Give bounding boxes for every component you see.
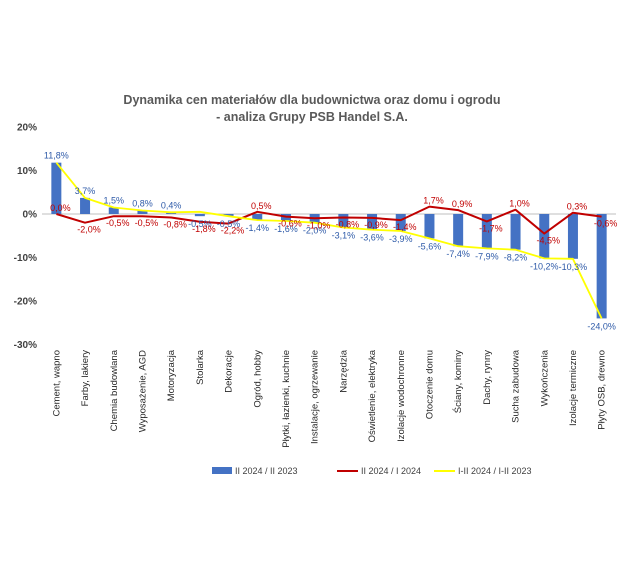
legend-swatch-bar [212, 467, 232, 474]
line-data-label: 0,3% [567, 202, 588, 212]
bar [252, 214, 263, 221]
line-data-label: 1,0% [509, 199, 530, 209]
legend-label: I-II 2024 / I-II 2023 [458, 466, 532, 476]
bar [108, 207, 119, 214]
bar-data-label: -0,5% [188, 219, 212, 229]
legend-label: II 2024 / I 2024 [361, 466, 421, 476]
y-tick-label: -20% [14, 297, 37, 308]
bar-data-label: -7,9% [475, 251, 499, 261]
line-data-label: -0,5% [135, 218, 159, 228]
line-data-label: 1,7% [423, 196, 444, 206]
bar [194, 214, 205, 217]
y-tick-label: 0% [23, 210, 38, 221]
category-label: Stolarka [195, 349, 206, 385]
category-label: Sucha zabudowa [511, 349, 522, 423]
line-data-label: -2,2% [221, 226, 245, 236]
y-tick-label: 20% [17, 123, 37, 134]
bar-data-label: 11,8% [44, 151, 69, 161]
bar [481, 214, 492, 249]
y-tick-label: -10% [14, 253, 37, 264]
bar-data-label: -24,0% [587, 321, 616, 331]
category-label: Instalacje, ogrzewanie [310, 350, 321, 444]
line-data-label: -0,5% [106, 218, 130, 228]
line-i-ii-2024-i-ii-2023 [55, 162, 603, 319]
category-label: Płyty OSB, drewno [597, 350, 608, 430]
bar [338, 214, 349, 228]
chart-title: Dynamika cen materiałów dla budownictwa … [123, 93, 500, 107]
bar-data-label: -7,4% [446, 249, 470, 259]
x-axis: Cement, wapno Farby, lakiery Chemia budowl… [51, 349, 607, 447]
bar [424, 214, 435, 239]
bar-data-label: 3,7% [75, 186, 96, 196]
bar-data-label: -1,6% [274, 224, 298, 234]
bar [137, 210, 148, 214]
category-label: Dekoracje [224, 350, 235, 393]
legend-label: II 2024 / II 2023 [235, 466, 298, 476]
line-data-label: -0,8% [163, 219, 187, 229]
category-label: Chemia budowlana [109, 349, 120, 431]
bar [567, 214, 578, 259]
y-tick-label: 10% [17, 166, 37, 177]
data-labels: 11,8%3,7%1,5% 0,8% 0,4%-0,5% -0,5% -1,4% -1,6… [44, 151, 617, 332]
category-label: Wykończenia [539, 349, 550, 406]
bar [453, 214, 464, 247]
bar [51, 162, 62, 214]
bar-series [51, 162, 607, 319]
category-label: Oświetlenie, elektryka [367, 349, 378, 442]
line-data-label: 0,0% [50, 203, 71, 213]
line-data-label: 0,5% [251, 201, 272, 211]
bar-data-label: -3,9% [389, 234, 413, 244]
line-data-label: -1,0% [307, 220, 331, 230]
bar-data-label: -8,2% [504, 253, 528, 263]
bar-data-label: -0,5% [217, 219, 241, 229]
bar-data-label: -3,1% [332, 230, 356, 240]
category-label: Ściany, kominy [452, 350, 464, 413]
chart-subtitle: - analiza Grupy PSB Handel S.A. [216, 110, 408, 124]
category-label: Motoryzacja [166, 349, 177, 401]
legend: II 2024 / II 2023 II 2024 / I 2024 I-II 20… [212, 466, 532, 476]
line-data-label: -0,9% [364, 220, 388, 230]
category-label: Izolacje wodochronne [396, 350, 407, 442]
bar [367, 214, 378, 230]
category-label: Narzędzia [338, 349, 349, 392]
bar-data-label: -10,2% [530, 261, 559, 271]
bar [596, 214, 607, 319]
bar-data-label: -10,3% [559, 262, 588, 272]
bar-data-label: -1,4% [245, 223, 269, 233]
bar-data-label: -5,6% [418, 241, 442, 251]
category-label: Otoczenie domu [424, 350, 435, 419]
bar [510, 214, 521, 250]
bar-data-label: 0,4% [161, 200, 182, 210]
bar-data-label: -3,6% [360, 233, 384, 243]
line-data-label: -1,4% [393, 222, 417, 232]
line-data-label: -1,7% [479, 223, 503, 233]
line-data-label: -1,8% [192, 224, 216, 234]
y-tick-label: -30% [14, 340, 37, 351]
bar-data-label: -2,0% [303, 226, 327, 236]
category-label: Wyposażenie, AGD [137, 350, 148, 432]
line-data-label: -0,6% [594, 219, 618, 229]
line-data-label: -0,8% [336, 219, 360, 229]
bar [539, 214, 550, 259]
line-series [55, 162, 603, 319]
bar-data-label: 1,5% [103, 195, 124, 205]
line-ii-2024-i-2024 [56, 205, 602, 235]
bar [395, 214, 406, 231]
bar [223, 214, 234, 217]
y-axis: 20% 10% 0% -10% -20% -30% [14, 123, 37, 352]
line-data-label: -4,5% [536, 236, 560, 246]
bar-data-label: 0,8% [132, 199, 153, 209]
category-label: Izolacje termiczne [568, 350, 579, 426]
line-data-label: 0,9% [452, 199, 473, 209]
category-label: Farby, lakiery [80, 350, 91, 407]
category-label: Dachy, rynny [482, 350, 493, 405]
line-data-label: -0,6% [278, 219, 302, 229]
category-label: Płytki, łazienki, kuchnie [281, 350, 292, 448]
category-label: Ogród, hobby [252, 350, 263, 408]
bar [80, 197, 91, 214]
line-data-label: -2,0% [77, 225, 101, 235]
category-label: Cement, wapno [51, 350, 62, 417]
